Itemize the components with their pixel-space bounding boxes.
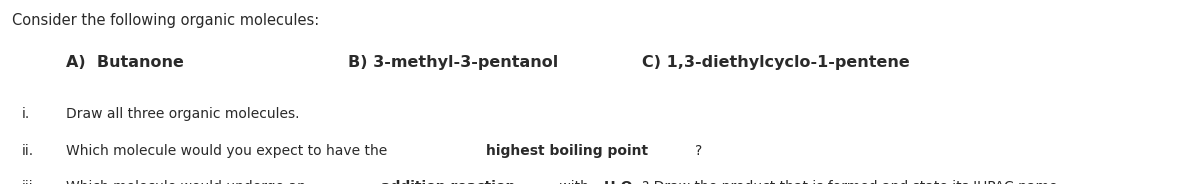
Text: i.: i. [22, 107, 30, 121]
Text: A)  Butanone: A) Butanone [66, 55, 184, 70]
Text: Draw all three organic molecules.: Draw all three organic molecules. [66, 107, 300, 121]
Text: Which molecule would undergo an: Which molecule would undergo an [66, 180, 311, 184]
Text: Consider the following organic molecules:: Consider the following organic molecules… [12, 13, 319, 28]
Text: B) 3-methyl-3-pentanol: B) 3-methyl-3-pentanol [348, 55, 558, 70]
Text: ii.: ii. [22, 144, 34, 158]
Text: Which molecule would you expect to have the: Which molecule would you expect to have … [66, 144, 391, 158]
Text: addition reaction: addition reaction [382, 180, 516, 184]
Text: C) 1,3-diethylcyclo-1-pentene: C) 1,3-diethylcyclo-1-pentene [642, 55, 910, 70]
Text: H₂O: H₂O [604, 180, 634, 184]
Text: with: with [554, 180, 593, 184]
Text: iii.: iii. [22, 180, 37, 184]
Text: ? Draw the product that is formed and state its IUPAC name.: ? Draw the product that is formed and st… [642, 180, 1062, 184]
Text: highest boiling point: highest boiling point [486, 144, 648, 158]
Text: ?: ? [695, 144, 703, 158]
